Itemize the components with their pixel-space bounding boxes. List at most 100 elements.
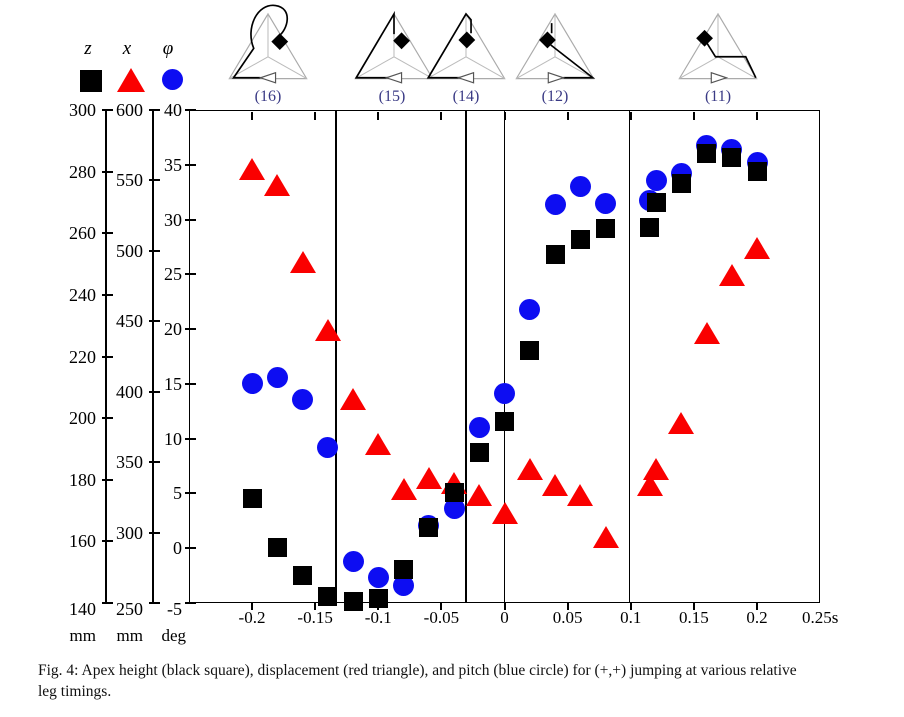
- data-point-displacement: [466, 483, 493, 506]
- data-point-pitch: [443, 498, 465, 520]
- leg-timing-diagram-12: [515, 12, 596, 84]
- x-tick: [149, 390, 160, 393]
- black-square-icon: [80, 70, 102, 92]
- data-point-displacement: [415, 466, 442, 489]
- z-tick: [102, 602, 113, 604]
- time-tick-bottom: [251, 603, 253, 610]
- phi-tick: [185, 218, 196, 221]
- data-point-apex-height: [318, 587, 338, 607]
- data-point-pitch: [519, 298, 541, 320]
- data-point-apex-height: [545, 245, 565, 265]
- data-point-displacement: [264, 173, 291, 196]
- z-tick-label: 300: [69, 100, 96, 120]
- x-tick: [149, 461, 160, 464]
- time-tick-top: [629, 111, 632, 120]
- body-diamond-icon: [271, 33, 289, 51]
- time-tick-label: -0.2: [238, 608, 266, 627]
- data-point-apex-height: [570, 229, 590, 249]
- time-tick-label: 0: [500, 608, 509, 627]
- phi-axis-unit: deg: [161, 626, 186, 645]
- legend-label-z: z: [84, 38, 92, 59]
- phi-tick-label: 10: [164, 428, 182, 449]
- x-tick: [149, 320, 160, 323]
- body-diamond-icon: [458, 31, 476, 49]
- time-tick-top: [377, 111, 380, 120]
- time-tick-top: [440, 111, 443, 120]
- time-tick-bottom: [756, 603, 758, 610]
- data-point-displacement: [567, 483, 594, 506]
- time-tick-bottom: [566, 603, 569, 610]
- time-tick-label: -0.05: [423, 608, 460, 627]
- data-point-pitch: [645, 169, 667, 191]
- region-label-16: (16): [254, 88, 282, 105]
- data-point-displacement: [643, 458, 669, 481]
- time-tick-top: [503, 111, 506, 120]
- x-tick: [149, 109, 160, 111]
- time-tick-label: 0.05: [552, 608, 583, 627]
- data-point-displacement: [340, 387, 366, 410]
- x-tick: [149, 531, 160, 534]
- phi-tick: [185, 547, 196, 550]
- data-point-pitch: [569, 176, 591, 198]
- phi-tick: [185, 492, 196, 495]
- red-triangle-icon: [117, 68, 145, 92]
- z-tick-label: 280: [69, 161, 96, 182]
- caption-line-1: Fig. 4: Apex height (black square), disp…: [38, 662, 797, 679]
- time-tick-top: [314, 111, 317, 120]
- data-point-apex-height: [495, 411, 514, 431]
- data-point-apex-height: [419, 518, 439, 537]
- phi-tick: [185, 109, 196, 111]
- time-tick-bottom: [692, 603, 695, 610]
- foot-marker-left-icon: [384, 71, 403, 84]
- phi-tick-label: 30: [164, 209, 182, 230]
- foot-marker-left-icon: [456, 71, 475, 84]
- data-point-apex-height: [469, 442, 489, 462]
- leg-timing-diagram-16: [228, 4, 308, 84]
- data-point-apex-height: [646, 192, 666, 212]
- data-point-apex-height: [671, 174, 691, 194]
- region-label-14: (14): [452, 88, 480, 105]
- x-tick-label: 250: [116, 599, 143, 619]
- data-point-pitch: [241, 373, 263, 395]
- legend-label-x: x: [122, 38, 132, 59]
- z-tick-label: 140: [69, 599, 96, 619]
- data-point-apex-height: [394, 559, 413, 579]
- x-tick-label: 400: [116, 381, 143, 402]
- time-tick-top: [692, 111, 695, 120]
- region-divider-line: [503, 110, 506, 603]
- z-tick: [102, 355, 113, 358]
- phi-tick: [185, 163, 196, 166]
- z-tick: [102, 293, 113, 296]
- time-tick-top: [251, 111, 253, 120]
- figure-caption: Fig. 4: Apex height (black square), disp…: [38, 660, 884, 702]
- data-point-apex-height: [520, 340, 540, 360]
- phi-tick-label: 20: [164, 319, 182, 340]
- data-point-apex-height: [747, 162, 767, 182]
- region-label-11: (11): [704, 88, 732, 105]
- data-point-pitch: [544, 193, 566, 215]
- data-point-pitch: [393, 574, 414, 596]
- data-point-pitch: [317, 436, 339, 458]
- x-tick: [149, 249, 160, 252]
- data-point-displacement: [365, 432, 392, 455]
- phi-tick: [185, 602, 196, 604]
- time-tick-label: 0.25s: [801, 608, 839, 627]
- phi-tick-label: 0: [173, 538, 182, 559]
- phi-tick-label: 15: [164, 373, 182, 394]
- x-tick-label: 300: [116, 522, 143, 543]
- z-tick-label: 200: [69, 408, 96, 429]
- region-divider-line: [335, 110, 337, 603]
- data-point-apex-height: [293, 565, 312, 585]
- data-point-pitch: [367, 567, 389, 589]
- data-point-pitch: [266, 366, 288, 388]
- phi-tick-label: 5: [173, 483, 182, 504]
- time-tick-label: 0.15: [679, 608, 709, 627]
- region-label-12: (12): [541, 88, 569, 105]
- x-tick-label: 500: [116, 240, 143, 261]
- data-point-displacement: [542, 473, 568, 496]
- foot-marker-right-icon: [547, 71, 566, 84]
- body-diamond-icon: [696, 29, 713, 47]
- z-tick: [102, 540, 113, 543]
